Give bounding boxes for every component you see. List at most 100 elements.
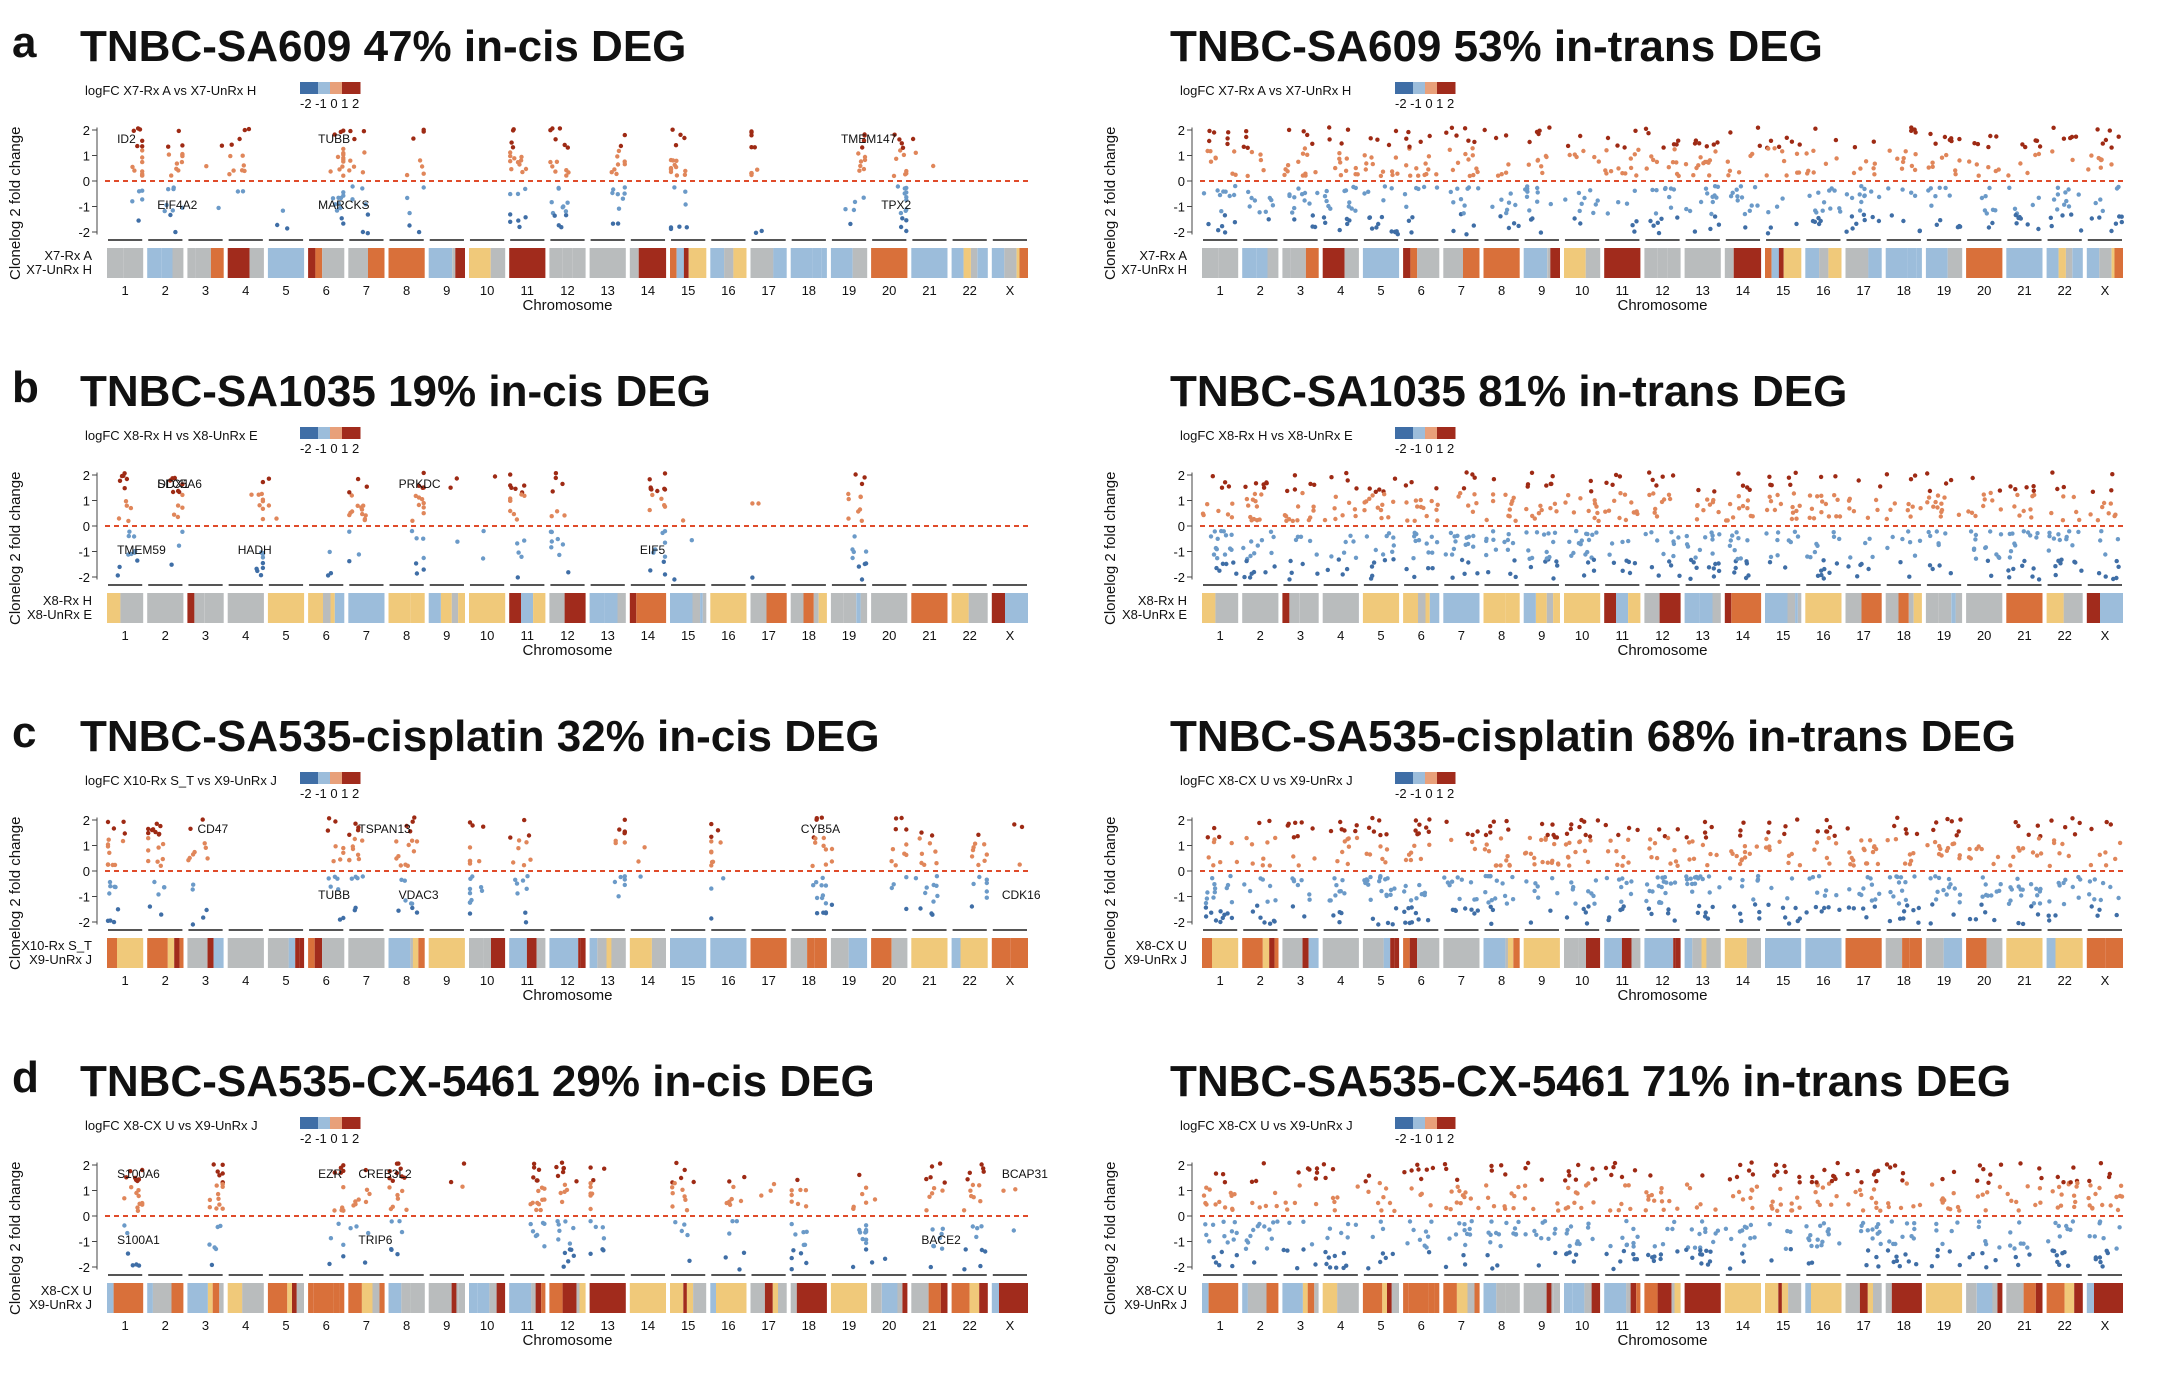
deg-point <box>2111 576 2116 582</box>
deg-point <box>674 1160 679 1166</box>
deg-point <box>1707 1259 1713 1264</box>
copy-number-segment <box>469 593 506 623</box>
deg-point <box>1687 1186 1693 1191</box>
deg-point <box>968 1188 973 1193</box>
deg-point <box>1578 133 1583 139</box>
copy-number-segment <box>629 593 637 623</box>
deg-point <box>1428 1203 1433 1208</box>
copy-number-segment <box>750 248 774 278</box>
panel-title: TNBC-SA609 53% in-trans DEG <box>1170 22 1823 71</box>
deg-point <box>353 874 358 879</box>
deg-point <box>1608 1243 1613 1249</box>
deg-point <box>1380 1226 1386 1232</box>
deg-point <box>1772 146 1777 151</box>
copy-number-segment <box>1212 938 1239 968</box>
deg-point <box>900 216 905 221</box>
deg-point <box>1668 563 1674 568</box>
copy-number-segment <box>716 1283 747 1313</box>
deg-point <box>1912 127 1917 132</box>
deg-point <box>1858 1228 1864 1234</box>
deg-point <box>984 877 989 882</box>
copy-number-segment <box>361 1283 373 1313</box>
copy-number-segment <box>1976 1283 1993 1313</box>
deg-point <box>1552 1231 1557 1236</box>
copy-number-segment <box>147 1283 153 1313</box>
deg-point <box>1504 818 1509 824</box>
deg-point <box>574 1179 579 1184</box>
chromosome-label: X <box>1006 1318 1015 1333</box>
deg-point <box>2108 822 2113 827</box>
deg-point <box>1900 1234 1905 1239</box>
chromosome-label: 15 <box>681 283 695 298</box>
legend-swatch <box>354 82 361 94</box>
deg-point <box>850 547 855 552</box>
deg-point <box>1627 570 1633 576</box>
deg-point <box>1715 1228 1721 1233</box>
deg-point <box>1285 1207 1290 1212</box>
copy-number-segment <box>1997 1283 2003 1313</box>
y-tick-label: -1 <box>78 200 90 215</box>
panel-title: TNBC-SA535-CX-5461 71% in-trans DEG <box>1170 1057 2012 1106</box>
deg-point <box>1741 1259 1746 1264</box>
deg-point <box>516 838 522 843</box>
deg-point <box>347 559 352 564</box>
deg-point <box>2070 543 2075 548</box>
deg-point <box>364 484 369 489</box>
copy-number-segment <box>107 1283 114 1313</box>
deg-point <box>749 130 754 135</box>
deg-point <box>2097 215 2102 220</box>
deg-point <box>1770 1199 1775 1204</box>
deg-point <box>819 883 824 888</box>
deg-point <box>1932 839 1938 845</box>
deg-point <box>672 577 677 582</box>
deg-point <box>977 1183 982 1188</box>
deg-point <box>929 833 935 838</box>
chromosome-label: 15 <box>681 973 695 988</box>
legend-title: logFC X7-Rx A vs X7-UnRx H <box>1180 83 1351 98</box>
deg-point <box>229 142 234 147</box>
deg-point <box>1213 1171 1219 1176</box>
deg-point <box>1628 1206 1633 1212</box>
deg-point <box>1353 555 1359 560</box>
deg-point <box>1403 920 1408 925</box>
deg-point <box>1592 498 1597 503</box>
deg-point <box>328 169 333 174</box>
deg-point <box>687 1258 692 1263</box>
copy-number-segment <box>322 938 345 968</box>
deg-point <box>1327 137 1332 142</box>
deg-point <box>1834 156 1839 161</box>
deg-point <box>1343 539 1348 545</box>
deg-point <box>853 472 858 477</box>
deg-point <box>1409 905 1414 910</box>
deg-point <box>1429 534 1434 539</box>
deg-point <box>1934 222 1939 227</box>
deg-point <box>1807 515 1812 520</box>
copy-number-segment <box>1644 1283 1658 1313</box>
copy-number-segment <box>2099 248 2112 278</box>
deg-point <box>1586 537 1592 543</box>
deg-point <box>2033 138 2038 143</box>
deg-point <box>616 206 622 211</box>
deg-point <box>823 911 829 916</box>
deg-point <box>140 188 145 193</box>
deg-point <box>1911 1204 1916 1209</box>
chromosome-label: 5 <box>1377 628 1384 643</box>
deg-point <box>1827 861 1832 866</box>
gene-label: DDX1 <box>157 477 189 491</box>
chromosome-label: 18 <box>802 628 816 643</box>
deg-point <box>1902 861 1908 866</box>
deg-point <box>349 876 354 881</box>
deg-point <box>1738 833 1743 838</box>
legend-swatch <box>330 427 337 439</box>
deg-point <box>353 821 358 826</box>
deg-point <box>1218 909 1223 914</box>
deg-point <box>668 225 674 230</box>
deg-point <box>1849 855 1854 861</box>
deg-point <box>553 169 558 174</box>
deg-point <box>1671 142 1677 147</box>
copy-number-segment <box>1731 593 1762 623</box>
deg-point <box>1690 1255 1695 1260</box>
deg-point <box>2046 913 2051 918</box>
copy-number-segment <box>1302 938 1309 968</box>
deg-point <box>1292 217 1297 222</box>
